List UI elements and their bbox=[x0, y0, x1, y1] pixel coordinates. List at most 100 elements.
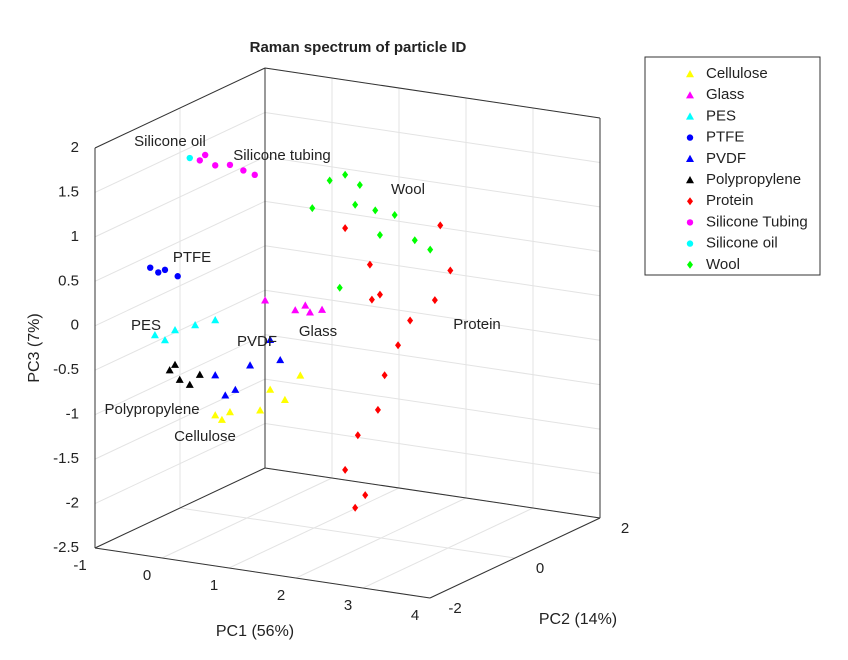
point bbox=[318, 305, 327, 313]
legend-label: Cellulose bbox=[706, 65, 768, 82]
point bbox=[342, 224, 349, 233]
point bbox=[185, 380, 194, 388]
grid-line bbox=[94, 200, 266, 282]
annotation: PVDF bbox=[237, 333, 277, 350]
axis-line bbox=[264, 467, 601, 519]
point bbox=[376, 231, 383, 240]
x-tick-label: 2 bbox=[277, 587, 285, 604]
point bbox=[174, 273, 181, 280]
point bbox=[160, 336, 169, 344]
x-tick-label: -1 bbox=[73, 557, 86, 574]
point bbox=[266, 335, 275, 343]
point bbox=[366, 260, 373, 269]
point bbox=[342, 170, 349, 179]
point bbox=[211, 371, 220, 379]
y-tick-label: 2 bbox=[621, 520, 629, 537]
z-tick-label: 0.5 bbox=[58, 272, 79, 289]
x-tick-label: 3 bbox=[344, 597, 352, 614]
point bbox=[447, 266, 454, 275]
point bbox=[391, 211, 398, 220]
grid-line bbox=[264, 378, 601, 430]
point bbox=[171, 360, 180, 368]
annotation: PTFE bbox=[173, 249, 211, 266]
legend-label: PTFE bbox=[706, 129, 744, 146]
legend-label: PES bbox=[706, 107, 736, 124]
legend-marker bbox=[686, 112, 694, 120]
grid-line bbox=[179, 507, 516, 559]
legend-label: Polypropylene bbox=[706, 171, 801, 188]
point bbox=[407, 316, 414, 325]
legend-marker bbox=[686, 70, 694, 78]
point bbox=[201, 151, 209, 159]
point bbox=[161, 266, 169, 274]
legend-label: Glass bbox=[706, 86, 744, 103]
z-tick-label: -1 bbox=[66, 406, 79, 423]
point bbox=[246, 361, 255, 369]
z-tick-label: -2 bbox=[66, 495, 79, 512]
point bbox=[280, 395, 289, 403]
point bbox=[226, 161, 234, 169]
z-tick-label: 2 bbox=[71, 139, 79, 156]
point bbox=[372, 206, 379, 215]
point bbox=[211, 316, 220, 324]
grid-line bbox=[264, 200, 601, 252]
legend-marker bbox=[686, 91, 694, 99]
point bbox=[395, 341, 402, 350]
annotation: PES bbox=[131, 317, 161, 334]
legend-label: Silicone oil bbox=[706, 235, 778, 252]
point bbox=[175, 375, 184, 383]
z-tick-label: -0.5 bbox=[53, 361, 79, 378]
z-tick-label: -2.5 bbox=[53, 539, 79, 556]
axis-line bbox=[429, 517, 601, 599]
point bbox=[427, 245, 434, 254]
point bbox=[276, 355, 285, 364]
point bbox=[368, 295, 375, 304]
annotation: Polypropylene bbox=[104, 401, 199, 418]
x-tick-label: 1 bbox=[210, 577, 218, 594]
legend-marker bbox=[687, 260, 693, 269]
annotation: Cellulose bbox=[174, 428, 236, 445]
point bbox=[251, 171, 258, 179]
legend-marker bbox=[687, 197, 693, 206]
y-tick-label: 0 bbox=[536, 560, 544, 577]
x-axis-label: PC1 (56%) bbox=[216, 623, 294, 640]
point bbox=[374, 405, 381, 414]
axis-line bbox=[94, 467, 266, 549]
legend-label: Wool bbox=[706, 256, 740, 273]
point bbox=[291, 306, 300, 314]
z-tick-label: 1.5 bbox=[58, 183, 79, 200]
point bbox=[217, 415, 226, 423]
legend-marker bbox=[686, 134, 694, 141]
annotation: Wool bbox=[391, 181, 425, 198]
point bbox=[431, 296, 438, 305]
point bbox=[301, 301, 310, 309]
grid-line bbox=[264, 423, 601, 475]
point bbox=[195, 370, 204, 378]
point bbox=[196, 157, 204, 164]
annotation: Glass bbox=[299, 323, 337, 340]
z-tick-label: 0 bbox=[71, 317, 79, 334]
point bbox=[231, 385, 240, 393]
chart-title: Raman spectrum of particle ID bbox=[250, 39, 467, 56]
z-axis-label: PC3 (7%) bbox=[26, 313, 43, 382]
point bbox=[305, 308, 314, 316]
point bbox=[352, 503, 359, 512]
point bbox=[376, 290, 383, 299]
grid-line bbox=[94, 334, 266, 416]
grid-line bbox=[264, 334, 601, 386]
grid-line bbox=[94, 111, 266, 193]
legend-label: Protein bbox=[706, 192, 754, 209]
point bbox=[326, 176, 333, 185]
point bbox=[309, 204, 316, 213]
grid-line bbox=[94, 245, 266, 327]
point bbox=[356, 180, 363, 189]
point bbox=[240, 167, 247, 174]
point bbox=[150, 331, 159, 339]
annotation: Silicone tubing bbox=[233, 147, 331, 164]
point bbox=[221, 391, 230, 399]
grid-line bbox=[264, 245, 601, 297]
axis-line bbox=[94, 67, 266, 149]
point bbox=[256, 406, 265, 414]
point bbox=[352, 200, 359, 209]
